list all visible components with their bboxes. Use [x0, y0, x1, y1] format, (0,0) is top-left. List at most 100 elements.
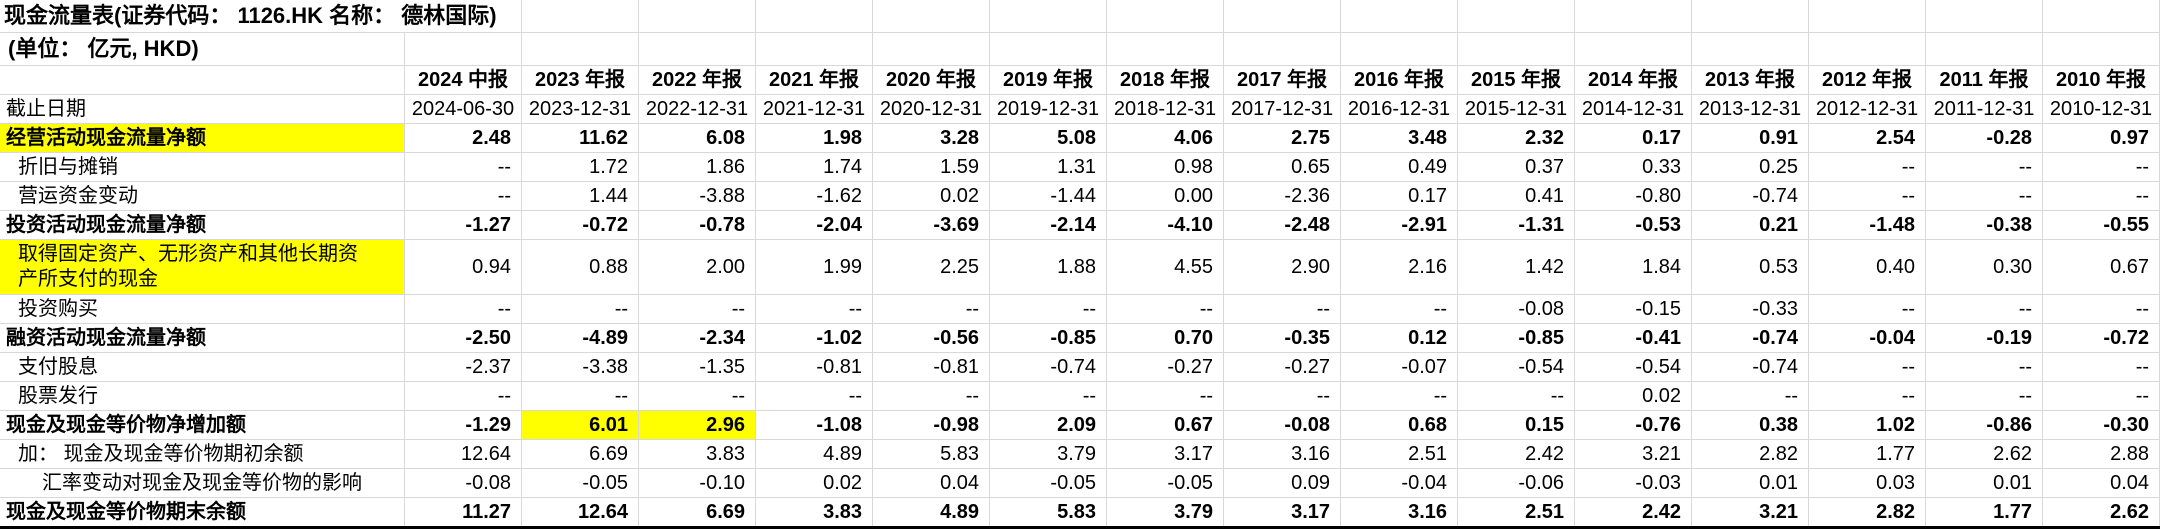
- value-cell[interactable]: 6.69: [638, 497, 757, 529]
- value-cell[interactable]: 2.25: [872, 239, 991, 295]
- row-label[interactable]: 折旧与摊销: [0, 152, 405, 182]
- value-cell[interactable]: --: [1925, 352, 2044, 382]
- value-cell[interactable]: --: [403, 294, 523, 324]
- value-cell[interactable]: 1.74: [755, 152, 874, 182]
- value-cell[interactable]: 0.15: [1457, 410, 1576, 440]
- value-cell[interactable]: --: [521, 381, 640, 411]
- empty-cell[interactable]: [1574, 32, 1693, 66]
- value-cell[interactable]: -2.14: [989, 210, 1108, 240]
- value-cell[interactable]: -3.88: [638, 181, 757, 211]
- value-cell[interactable]: --: [2042, 381, 2161, 411]
- value-cell[interactable]: -0.10: [638, 468, 757, 498]
- year-header-cell[interactable]: 2016 年报: [1340, 65, 1459, 95]
- value-cell[interactable]: 4.06: [1106, 123, 1225, 153]
- row-label[interactable]: 投资购买: [0, 294, 405, 324]
- value-cell[interactable]: 6.01: [521, 410, 640, 440]
- value-cell[interactable]: 0.01: [1925, 468, 2044, 498]
- value-cell[interactable]: 2.54: [1808, 123, 1927, 153]
- year-header-cell[interactable]: 2017 年报: [1223, 65, 1342, 95]
- value-cell[interactable]: 3.16: [1340, 497, 1459, 529]
- value-cell[interactable]: -0.41: [1574, 323, 1693, 353]
- value-cell[interactable]: -0.72: [521, 210, 640, 240]
- value-cell[interactable]: 0.53: [1691, 239, 1810, 295]
- row-label[interactable]: 营运资金变动: [0, 181, 405, 211]
- value-cell[interactable]: -0.38: [1925, 210, 2044, 240]
- value-cell[interactable]: 4.89: [755, 439, 874, 469]
- row-label[interactable]: 现金及现金等价物期末余额: [0, 497, 405, 529]
- value-cell[interactable]: -3.69: [872, 210, 991, 240]
- value-cell[interactable]: -0.03: [1574, 468, 1693, 498]
- value-cell[interactable]: 1.02: [1808, 410, 1927, 440]
- value-cell[interactable]: 0.67: [1106, 410, 1225, 440]
- value-cell[interactable]: -0.53: [1574, 210, 1693, 240]
- date-cell[interactable]: 2020-12-31: [872, 94, 991, 124]
- value-cell[interactable]: -1.08: [755, 410, 874, 440]
- empty-cell[interactable]: [1106, 0, 1225, 33]
- empty-cell[interactable]: [1808, 0, 1927, 33]
- empty-cell[interactable]: [1340, 0, 1459, 33]
- value-cell[interactable]: 0.98: [1106, 152, 1225, 182]
- value-cell[interactable]: 0.67: [2042, 239, 2161, 295]
- value-cell[interactable]: --: [755, 381, 874, 411]
- date-cell[interactable]: 2011-12-31: [1925, 94, 2044, 124]
- row-label[interactable]: 融资活动现金流量净额: [0, 323, 405, 353]
- value-cell[interactable]: 0.65: [1223, 152, 1342, 182]
- value-cell[interactable]: 4.89: [872, 497, 991, 529]
- value-cell[interactable]: 0.49: [1340, 152, 1459, 182]
- value-cell[interactable]: 2.32: [1457, 123, 1576, 153]
- value-cell[interactable]: -0.56: [872, 323, 991, 353]
- value-cell[interactable]: 0.25: [1691, 152, 1810, 182]
- empty-cell[interactable]: [1574, 0, 1693, 33]
- value-cell[interactable]: -4.10: [1106, 210, 1225, 240]
- empty-cell[interactable]: [638, 0, 757, 33]
- date-cell[interactable]: 2014-12-31: [1574, 94, 1693, 124]
- value-cell[interactable]: -0.54: [1457, 352, 1576, 382]
- value-cell[interactable]: 1.31: [989, 152, 1108, 182]
- value-cell[interactable]: 0.37: [1457, 152, 1576, 182]
- value-cell[interactable]: 0.00: [1106, 181, 1225, 211]
- date-cell[interactable]: 2015-12-31: [1457, 94, 1576, 124]
- value-cell[interactable]: 3.48: [1340, 123, 1459, 153]
- value-cell[interactable]: -0.30: [2042, 410, 2161, 440]
- value-cell[interactable]: --: [1457, 381, 1576, 411]
- empty-cell[interactable]: [403, 32, 523, 66]
- value-cell[interactable]: -0.15: [1574, 294, 1693, 324]
- date-cell[interactable]: 2019-12-31: [989, 94, 1108, 124]
- date-cell[interactable]: 2017-12-31: [1223, 94, 1342, 124]
- value-cell[interactable]: -1.31: [1457, 210, 1576, 240]
- empty-cell[interactable]: [1106, 32, 1225, 66]
- value-cell[interactable]: 5.83: [872, 439, 991, 469]
- value-cell[interactable]: 2.09: [989, 410, 1108, 440]
- value-cell[interactable]: -1.29: [403, 410, 523, 440]
- value-cell[interactable]: 3.79: [989, 439, 1108, 469]
- year-header-cell[interactable]: 2019 年报: [989, 65, 1108, 95]
- value-cell[interactable]: 0.94: [403, 239, 523, 295]
- value-cell[interactable]: 0.01: [1691, 468, 1810, 498]
- date-cell[interactable]: 2012-12-31: [1808, 94, 1927, 124]
- empty-cell[interactable]: [1223, 0, 1342, 33]
- row-label[interactable]: 加： 现金及现金等价物期初余额: [0, 439, 405, 469]
- value-cell[interactable]: --: [638, 294, 757, 324]
- empty-cell[interactable]: [1457, 32, 1576, 66]
- row-label[interactable]: 汇率变动对现金及现金等价物的影响: [0, 468, 405, 498]
- value-cell[interactable]: --: [1106, 381, 1225, 411]
- value-cell[interactable]: 0.41: [1457, 181, 1576, 211]
- value-cell[interactable]: --: [872, 381, 991, 411]
- value-cell[interactable]: --: [2042, 352, 2161, 382]
- value-cell[interactable]: -0.35: [1223, 323, 1342, 353]
- value-cell[interactable]: --: [1925, 152, 2044, 182]
- value-cell[interactable]: 0.02: [755, 468, 874, 498]
- value-cell[interactable]: --: [1925, 294, 2044, 324]
- value-cell[interactable]: 1.77: [1925, 497, 2044, 529]
- value-cell[interactable]: -0.72: [2042, 323, 2161, 353]
- value-cell[interactable]: 0.04: [2042, 468, 2161, 498]
- value-cell[interactable]: 11.62: [521, 123, 640, 153]
- row-label[interactable]: 股票发行: [0, 381, 405, 411]
- value-cell[interactable]: -0.08: [403, 468, 523, 498]
- value-cell[interactable]: 2.88: [2042, 439, 2161, 469]
- value-cell[interactable]: --: [1925, 381, 2044, 411]
- value-cell[interactable]: 3.79: [1106, 497, 1225, 529]
- value-cell[interactable]: -0.04: [1340, 468, 1459, 498]
- table-title[interactable]: 现金流量表(证券代码： 1126.HK 名称： 德林国际): [0, 0, 523, 33]
- value-cell[interactable]: --: [1808, 152, 1927, 182]
